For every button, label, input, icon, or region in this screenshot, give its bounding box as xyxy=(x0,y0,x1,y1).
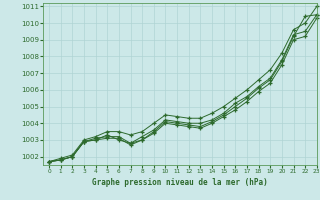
X-axis label: Graphe pression niveau de la mer (hPa): Graphe pression niveau de la mer (hPa) xyxy=(92,178,268,187)
